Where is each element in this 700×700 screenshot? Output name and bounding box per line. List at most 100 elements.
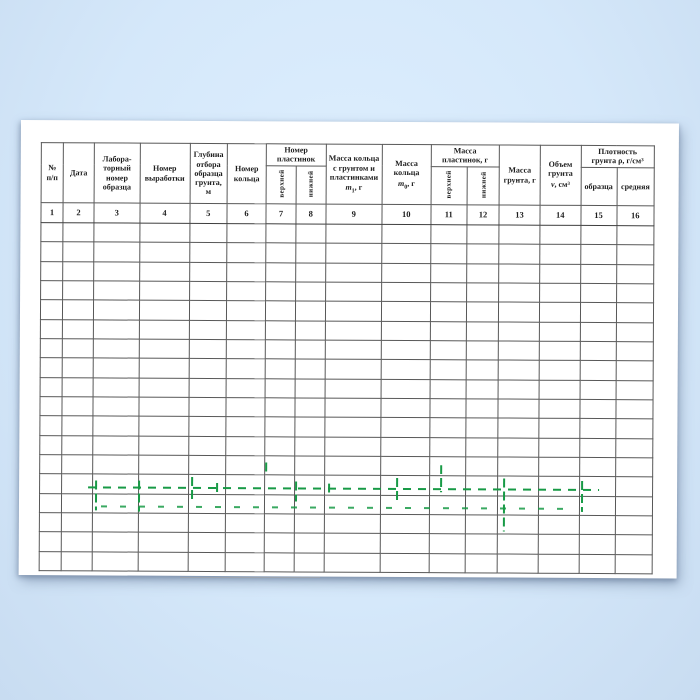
table-body xyxy=(39,222,654,574)
empty-cell xyxy=(380,398,430,419)
empty-cell xyxy=(295,378,325,399)
empty-cell xyxy=(381,340,430,361)
empty-cell xyxy=(539,225,581,245)
empty-cell xyxy=(465,437,498,458)
empty-cell xyxy=(615,341,654,362)
empty-cell xyxy=(429,302,467,322)
empty-cell xyxy=(615,380,654,400)
empty-cell xyxy=(295,359,325,379)
empty-cell xyxy=(614,496,653,516)
empty-cell xyxy=(188,416,226,437)
empty-cell xyxy=(93,338,139,359)
empty-cell xyxy=(188,300,227,321)
empty-cell xyxy=(264,436,295,456)
empty-cell xyxy=(93,280,140,301)
empty-cell xyxy=(465,534,498,554)
header-ring-soil-plates-mass-text: Масса кольца с грунтом и пластинками xyxy=(328,153,380,182)
empty-cell xyxy=(61,454,93,475)
empty-cell xyxy=(466,302,499,322)
header-plate-mass-lower: нижней xyxy=(467,166,500,206)
empty-cell xyxy=(466,340,499,361)
empty-cell xyxy=(40,261,63,281)
empty-cell xyxy=(40,357,63,378)
empty-cell xyxy=(189,223,227,243)
empty-cell xyxy=(538,495,580,516)
empty-cell xyxy=(579,476,616,497)
empty-cell xyxy=(497,553,539,574)
empty-cell xyxy=(92,493,139,514)
empty-cell xyxy=(225,532,265,553)
empty-cell xyxy=(39,435,62,455)
empty-cell xyxy=(579,341,616,361)
empty-cell xyxy=(428,495,466,515)
empty-cell xyxy=(579,322,616,342)
empty-cell xyxy=(225,513,265,534)
column-number: 13 xyxy=(498,205,541,226)
empty-cell xyxy=(466,244,499,264)
empty-cell xyxy=(225,397,266,418)
empty-cell xyxy=(138,455,189,475)
empty-cell xyxy=(138,416,189,437)
empty-cell xyxy=(381,243,431,264)
empty-cell xyxy=(187,494,226,514)
formula-m0: m0, г xyxy=(397,178,415,191)
empty-cell xyxy=(264,494,295,514)
column-number: 10 xyxy=(381,204,431,225)
empty-cell xyxy=(498,244,540,264)
empty-cell xyxy=(614,554,653,574)
empty-cell xyxy=(294,494,325,515)
empty-cell xyxy=(294,475,325,495)
header-soil-volume-text: Объем грунта xyxy=(548,159,573,179)
header-ring-number: Номер кольца xyxy=(227,143,267,204)
empty-cell xyxy=(138,358,189,379)
empty-cell xyxy=(264,552,295,572)
empty-cell xyxy=(615,438,653,458)
empty-cell xyxy=(139,261,190,282)
empty-cell xyxy=(497,418,539,438)
empty-cell xyxy=(226,378,266,398)
empty-cell xyxy=(295,339,325,360)
column-number: 11 xyxy=(430,204,468,225)
empty-cell xyxy=(466,224,499,245)
header-plate-number-upper: верхней xyxy=(266,165,297,205)
empty-cell xyxy=(615,399,654,420)
empty-cell xyxy=(61,493,93,513)
header-borehole-number: Номер выработки xyxy=(139,143,190,204)
empty-cell xyxy=(324,398,382,418)
empty-cell xyxy=(466,379,499,400)
empty-cell xyxy=(92,512,138,533)
empty-cell xyxy=(92,474,139,494)
empty-cell xyxy=(324,340,382,360)
empty-cell xyxy=(498,341,540,361)
empty-cell xyxy=(578,554,615,574)
empty-cell xyxy=(187,552,226,572)
second-sheet-edge xyxy=(180,576,320,578)
empty-cell xyxy=(498,302,540,322)
empty-cell xyxy=(40,319,63,339)
column-number: 1 xyxy=(40,202,64,223)
empty-cell xyxy=(430,263,467,283)
empty-cell xyxy=(381,224,431,245)
column-number: 2 xyxy=(62,202,95,223)
empty-cell xyxy=(265,223,296,244)
empty-cell xyxy=(323,494,381,515)
empty-cell xyxy=(295,282,326,302)
empty-cell xyxy=(61,532,93,552)
green-tick xyxy=(265,462,268,475)
empty-cell xyxy=(429,321,467,341)
empty-cell xyxy=(538,457,580,477)
column-number: 16 xyxy=(616,205,655,226)
empty-cell xyxy=(92,454,139,475)
header-sampling-depth: Глубина отбора образца грунта, м xyxy=(189,143,228,204)
empty-cell xyxy=(429,360,467,380)
empty-cell xyxy=(579,360,616,381)
empty-cell xyxy=(539,244,581,265)
empty-cell xyxy=(265,281,296,302)
empty-cell xyxy=(294,455,325,476)
column-number: 5 xyxy=(189,203,228,224)
empty-cell xyxy=(188,436,226,456)
empty-cell xyxy=(93,222,140,243)
empty-cell xyxy=(324,475,381,496)
empty-cell xyxy=(616,264,654,284)
empty-cell xyxy=(62,319,94,339)
